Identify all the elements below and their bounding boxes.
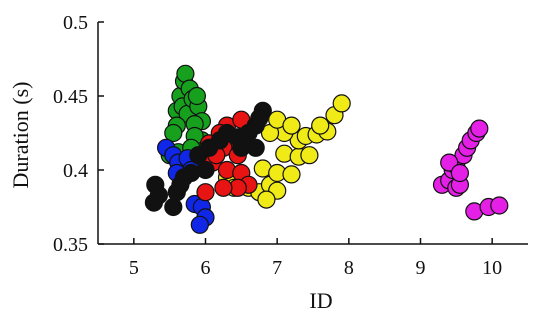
- data-point: [300, 146, 319, 165]
- data-point: [164, 197, 183, 217]
- x-tick-label: 7: [272, 257, 282, 279]
- data-point: [246, 138, 265, 157]
- y-axis-title: Duration (s): [8, 82, 33, 189]
- data-point: [257, 190, 276, 209]
- x-tick-label: 6: [201, 257, 211, 279]
- points-layer: [144, 64, 509, 234]
- x-axis-title: ID: [309, 288, 332, 313]
- data-point: [214, 178, 233, 197]
- x-tick-label: 5: [129, 257, 139, 279]
- data-point: [187, 86, 206, 106]
- data-point: [144, 193, 163, 212]
- data-point: [164, 123, 183, 143]
- data-point: [470, 119, 489, 138]
- x-tick-label: 9: [416, 257, 426, 279]
- y-tick-label: 0.4: [63, 160, 88, 182]
- data-point: [196, 160, 215, 180]
- data-point: [450, 163, 469, 183]
- y-tick-label: 0.45: [53, 86, 88, 108]
- data-point: [282, 165, 301, 184]
- data-point: [282, 116, 301, 135]
- data-point: [196, 183, 215, 202]
- data-point: [190, 215, 209, 234]
- x-tick-label: 8: [344, 257, 354, 279]
- data-point: [332, 94, 351, 113]
- data-point: [250, 109, 269, 128]
- axes-layer: 0.35 0.4 0.45 0.5 5 6 7 8 9 10: [53, 12, 528, 279]
- data-point: [490, 196, 509, 215]
- data-point: [311, 116, 330, 135]
- y-tick-label: 0.5: [63, 12, 88, 34]
- y-tick-label: 0.35: [53, 234, 88, 256]
- x-tick-label: 10: [482, 257, 502, 279]
